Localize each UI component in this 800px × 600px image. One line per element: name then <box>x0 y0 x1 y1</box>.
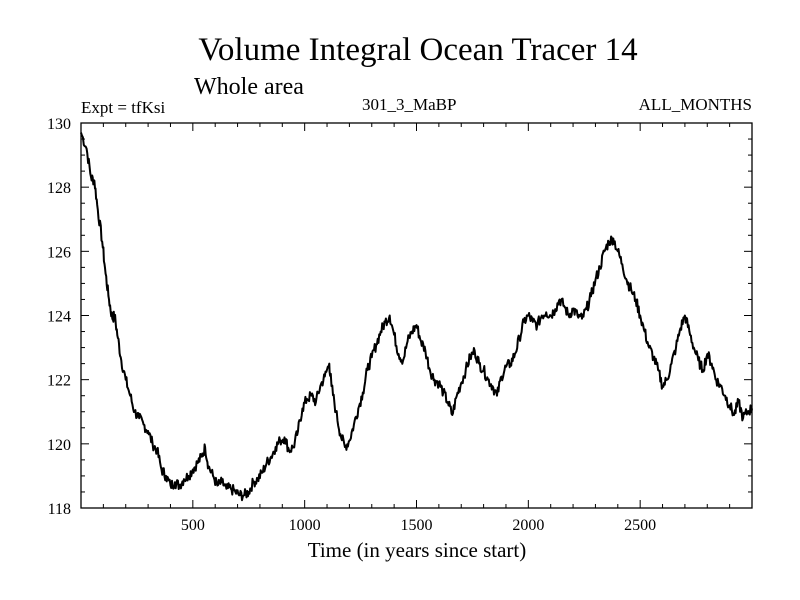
x-axis-label: Time (in years since start) <box>308 538 527 562</box>
chart-title: Volume Integral Ocean Tracer 14 <box>198 32 637 68</box>
months-label: ALL_MONTHS <box>639 95 752 114</box>
run-label: 301_3_MaBP <box>362 95 456 114</box>
x-tick-label: 1500 <box>401 517 433 534</box>
x-tick-label: 1000 <box>289 517 321 534</box>
experiment-label: Expt = tfKsi <box>81 98 165 117</box>
y-tick-label: 126 <box>47 244 71 261</box>
x-tick-label: 500 <box>181 517 205 534</box>
chart-subtitle: Whole area <box>194 74 304 100</box>
y-tick-label: 122 <box>47 373 71 390</box>
x-tick-label: 2000 <box>512 517 544 534</box>
y-tick-label: 128 <box>47 180 71 197</box>
y-tick-label: 124 <box>47 309 71 326</box>
x-tick-label: 2500 <box>624 517 656 534</box>
x-axis-ticks: 500 1000 1500 2000 2500 <box>102 123 731 534</box>
y-tick-label: 118 <box>48 501 71 518</box>
plot-frame <box>80 122 753 509</box>
data-series-line <box>80 132 753 502</box>
y-tick-label: 120 <box>47 437 71 454</box>
y-axis-ticks: 118 120 122 124 126 128 130 <box>47 116 752 518</box>
y-tick-label: 130 <box>47 116 71 133</box>
